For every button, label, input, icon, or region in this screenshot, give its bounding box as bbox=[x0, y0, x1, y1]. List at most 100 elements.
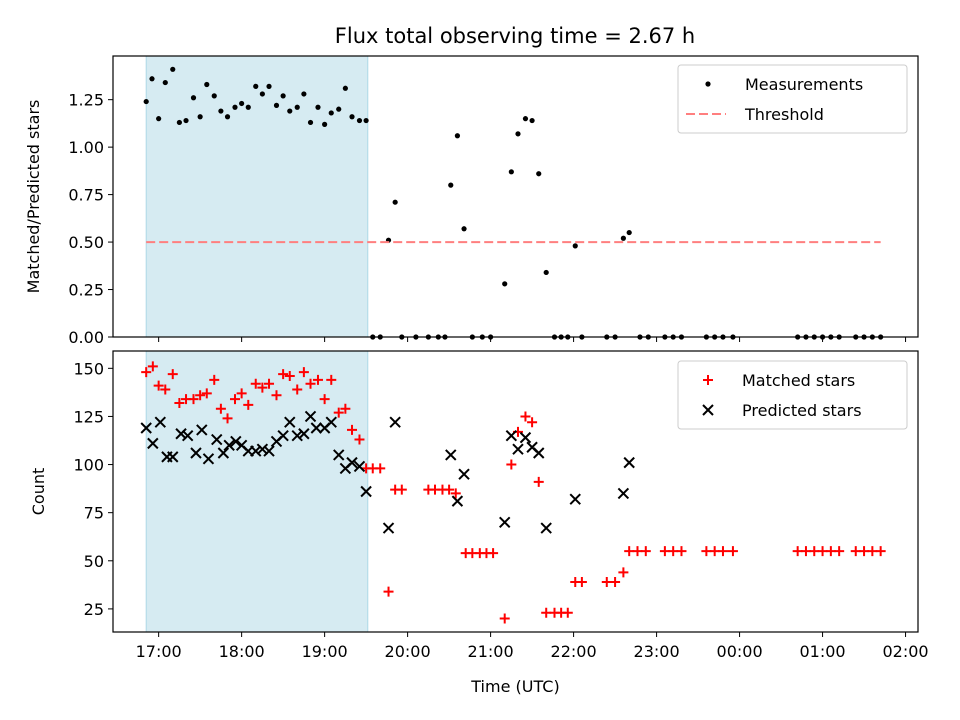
measurement-point bbox=[620, 235, 626, 241]
measurement-point bbox=[502, 281, 508, 287]
matched-star-point bbox=[201, 388, 212, 399]
measurement-point bbox=[572, 243, 578, 249]
measurement-point bbox=[211, 93, 217, 99]
series-0 bbox=[141, 361, 886, 624]
y-tick-label: 25 bbox=[84, 600, 104, 619]
predicted-star-point bbox=[389, 416, 401, 428]
measurement-point bbox=[224, 114, 231, 120]
top-panel: 0.00 0.25 0.50 0.75 1.00 1.25 Matched/Predicte… bbox=[24, 55, 919, 347]
measurement-point bbox=[522, 116, 529, 122]
predicted-star-point bbox=[382, 522, 395, 534]
y-tick-label: 75 bbox=[84, 504, 104, 523]
predicted-star-point bbox=[256, 443, 269, 455]
matched-star-point bbox=[257, 382, 268, 393]
predicted-star-point bbox=[499, 516, 511, 529]
legend: Measurements Threshold bbox=[677, 64, 908, 134]
matched-star-point bbox=[450, 488, 461, 499]
matched-star-point bbox=[676, 546, 687, 557]
matched-star-point bbox=[520, 411, 531, 422]
series-0 bbox=[143, 66, 884, 340]
x-tick-label: 21:00 bbox=[468, 642, 514, 661]
measurement-point bbox=[280, 93, 286, 99]
legend-label: Measurements bbox=[745, 75, 863, 94]
predicted-star-point bbox=[154, 416, 167, 428]
y-tick-label: 0.50 bbox=[68, 233, 104, 252]
matched-star-point bbox=[160, 384, 171, 395]
matched-star-point bbox=[640, 546, 651, 557]
measurement-point bbox=[176, 119, 182, 126]
predicted-star-point bbox=[353, 460, 366, 473]
measurement-point bbox=[461, 226, 467, 232]
predicted-star-point bbox=[623, 456, 635, 469]
y-tick-label: 0.75 bbox=[68, 186, 104, 205]
matched-star-point bbox=[278, 369, 289, 380]
matched-star-point bbox=[312, 374, 323, 385]
matched-star-point bbox=[326, 374, 337, 385]
y-tick-label: 125 bbox=[73, 407, 104, 426]
legend-box bbox=[677, 64, 908, 134]
predicted-star-point bbox=[250, 445, 262, 457]
measurement-point bbox=[218, 108, 224, 114]
measurement-point bbox=[190, 95, 197, 101]
matched-star-point bbox=[875, 546, 886, 557]
matched-star-point bbox=[222, 413, 233, 424]
bottom-panel: 17:00 18:00 19:00 20:00 21:00 22:00 23:00 00:00… bbox=[29, 350, 929, 696]
x-tick-label: 23:00 bbox=[634, 642, 680, 661]
predicted-star-point bbox=[140, 422, 152, 434]
predicted-star-point bbox=[458, 468, 470, 480]
x-axis-label: Time (UTC) bbox=[470, 677, 559, 696]
y-tick-label: 100 bbox=[73, 456, 104, 475]
axes-frame bbox=[112, 350, 919, 633]
matched-star-point bbox=[396, 484, 407, 495]
measurement-point bbox=[259, 91, 265, 97]
matched-star-point bbox=[298, 367, 309, 378]
measurement-point bbox=[392, 199, 398, 205]
matched-star-point bbox=[305, 378, 316, 389]
legend-predicted-swatch bbox=[702, 404, 714, 416]
predicted-star-point bbox=[175, 428, 187, 440]
measurement-point bbox=[322, 121, 328, 127]
matched-star-point bbox=[340, 403, 351, 414]
shaded-interval bbox=[145, 350, 369, 633]
series-1 bbox=[140, 410, 635, 534]
measurement-point bbox=[162, 79, 168, 86]
legend-label: Matched stars bbox=[742, 371, 855, 390]
measurement-point bbox=[197, 114, 203, 120]
predicted-star-point bbox=[360, 485, 372, 498]
x-tick-label: 18:00 bbox=[219, 642, 265, 661]
matched-star-point bbox=[153, 380, 164, 391]
predicted-star-point bbox=[346, 456, 358, 469]
matched-star-point bbox=[167, 369, 178, 380]
x-tick-label: 19:00 bbox=[302, 642, 348, 661]
legend-matched-swatch bbox=[703, 375, 713, 385]
measurement-point bbox=[273, 102, 280, 108]
measurement-point bbox=[170, 66, 176, 72]
predicted-star-point bbox=[445, 449, 457, 461]
x-tick-label: 00:00 bbox=[717, 642, 763, 661]
predicted-star-point bbox=[202, 453, 215, 465]
predicted-star-point bbox=[230, 435, 242, 448]
x-tick-label: 17:00 bbox=[136, 642, 182, 661]
y-axis-label: Count bbox=[29, 468, 48, 516]
x-tick-label: 22:00 bbox=[551, 642, 597, 661]
matched-star-point bbox=[488, 548, 499, 559]
measurement-point bbox=[301, 91, 307, 97]
matched-star-point bbox=[236, 388, 247, 399]
matched-star-point bbox=[533, 476, 544, 487]
predicted-star-point bbox=[519, 431, 532, 444]
measurement-point bbox=[245, 104, 251, 110]
measurement-point bbox=[536, 171, 542, 177]
x-tick-label: 02:00 bbox=[882, 642, 928, 661]
predicted-star-point bbox=[304, 410, 317, 423]
matched-star-point bbox=[562, 607, 573, 618]
measurement-point bbox=[342, 85, 348, 91]
matched-star-point bbox=[284, 371, 295, 382]
matched-star-point bbox=[834, 546, 845, 557]
matched-star-point bbox=[383, 586, 394, 597]
shaded-interval bbox=[145, 55, 369, 338]
y-tick-label: 0.25 bbox=[68, 281, 104, 300]
y-tick-label: 0.00 bbox=[68, 328, 104, 347]
predicted-star-point bbox=[540, 522, 552, 534]
matched-star-point bbox=[292, 384, 303, 395]
matched-star-point bbox=[610, 576, 621, 587]
